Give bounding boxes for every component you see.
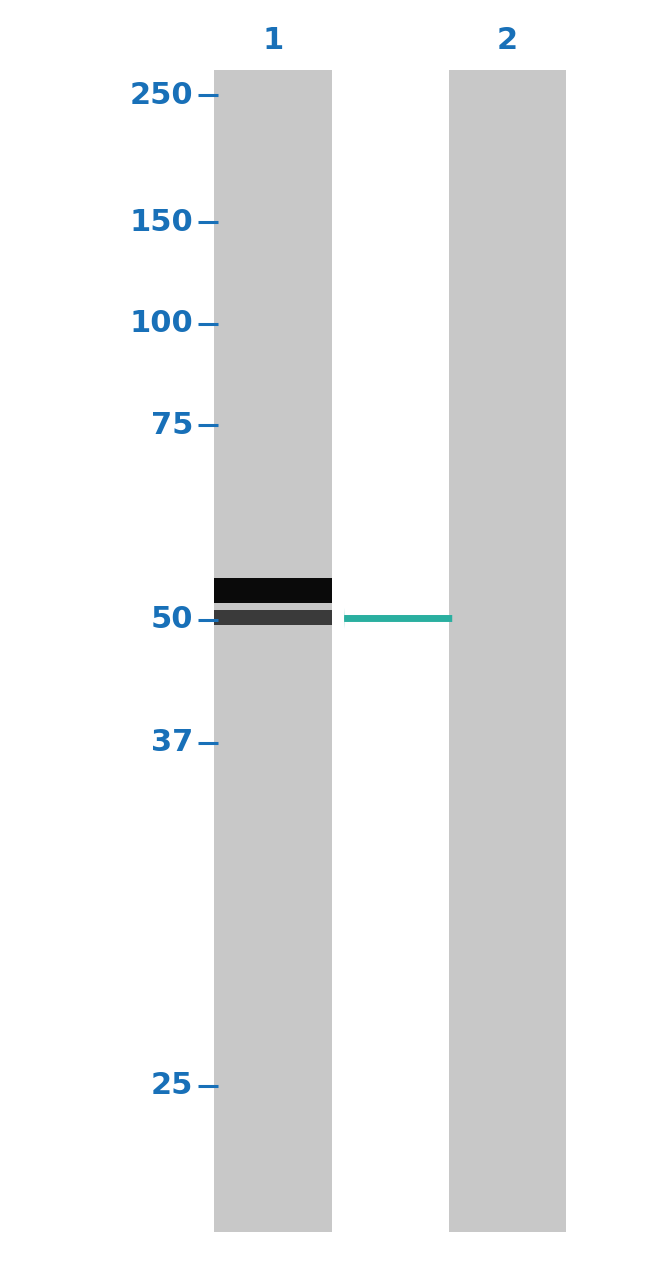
Text: 1: 1: [263, 27, 283, 55]
Bar: [214, 70, 332, 1232]
Text: 150: 150: [129, 208, 193, 236]
Bar: [214, 578, 332, 603]
Bar: [214, 610, 332, 625]
Text: 50: 50: [151, 606, 193, 634]
Text: 100: 100: [129, 310, 193, 338]
Bar: [448, 70, 566, 1232]
Text: 75: 75: [151, 411, 193, 439]
Text: 25: 25: [151, 1072, 193, 1100]
Text: 250: 250: [129, 81, 193, 109]
Text: 37: 37: [151, 729, 193, 757]
Text: 2: 2: [497, 27, 517, 55]
